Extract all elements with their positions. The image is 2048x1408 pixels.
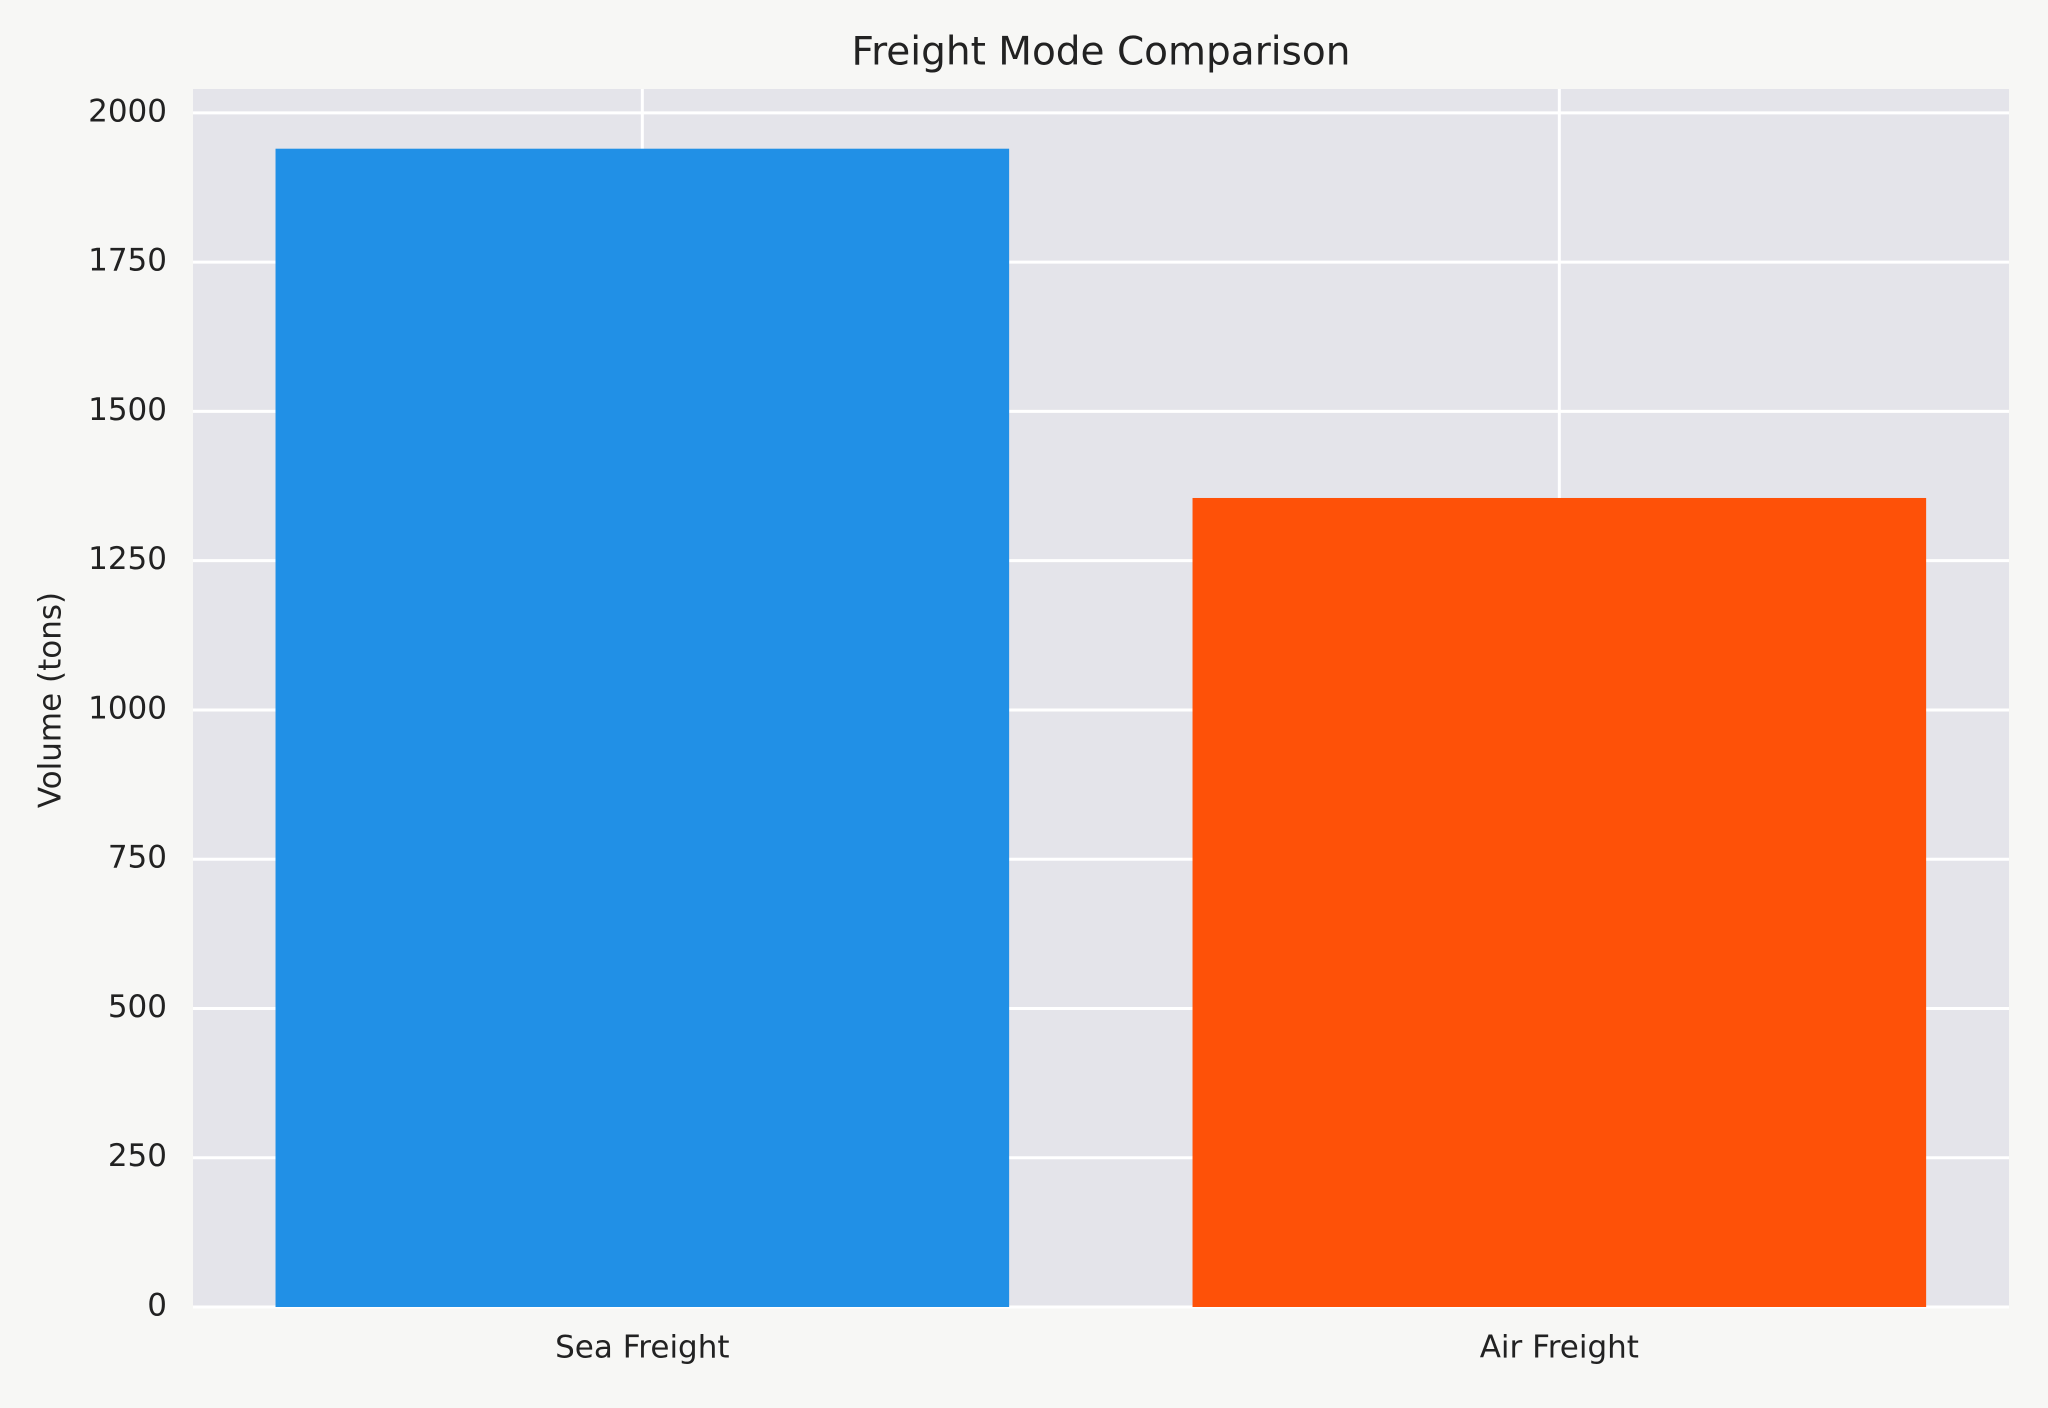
y-tick-label: 1750 [88, 243, 167, 279]
chart-title: Freight Mode Comparison [852, 30, 1351, 75]
y-tick-label: 250 [108, 1138, 167, 1174]
x-tick-label: Sea Freight [555, 1330, 729, 1366]
y-tick-label: 2000 [88, 93, 167, 129]
bar [1192, 497, 1927, 1307]
y-tick-label: 750 [108, 840, 167, 876]
y-tick-label: 500 [108, 989, 167, 1025]
y-tick-label: 1250 [88, 541, 167, 577]
y-axis-label: Volume (tons) [33, 592, 69, 808]
y-tick-label: 1500 [88, 392, 167, 428]
x-tick-label: Air Freight [1480, 1330, 1639, 1366]
y-tick-label: 0 [147, 1288, 167, 1324]
bar [275, 148, 1010, 1307]
y-tick-label: 1000 [88, 690, 167, 726]
